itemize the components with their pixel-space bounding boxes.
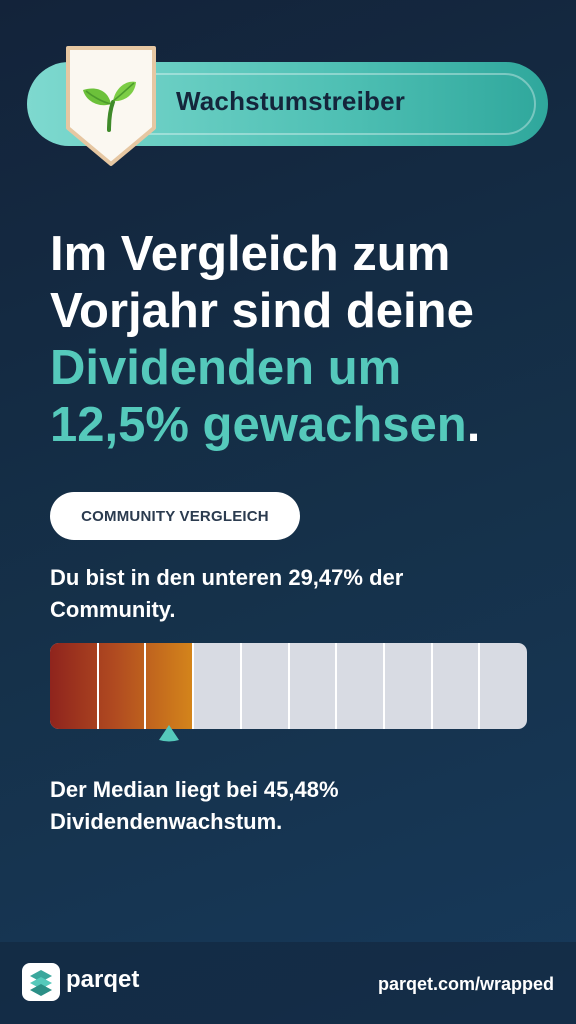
bar-segment-divider: [192, 643, 195, 729]
footer-url-link[interactable]: parqet.com/wrapped: [377, 974, 554, 994]
bar-segment-divider: [478, 643, 481, 729]
headline-period: .: [466, 398, 481, 452]
headline-line-4: 12,5% gewachsen.: [50, 397, 550, 454]
position-marker-icon: [159, 725, 179, 742]
bar-segment-divider: [96, 643, 99, 729]
parqet-logo-icon[interactable]: [22, 963, 60, 1001]
community-comparison-pill: COMMUNITY VERGLEICH: [50, 492, 300, 540]
bar-segment-divider: [335, 643, 338, 729]
sprout-icon: [83, 81, 136, 132]
headline-line-3: Dividenden um: [50, 341, 402, 395]
headline-growth-value: 12,5% gewachsen: [50, 398, 467, 452]
bar-segment-divider: [239, 643, 242, 729]
percentile-bar-fill: [50, 643, 194, 729]
bar-segment-divider: [287, 643, 290, 729]
community-rank-text: Du bist in den unteren 29,47% der Commun…: [50, 565, 404, 622]
bar-segment-divider: [382, 643, 385, 729]
footer: [0, 942, 576, 1024]
bar-segment-divider: [430, 643, 433, 729]
percentile-bar: [50, 643, 527, 729]
badge-title: Wachstumstreiber: [176, 86, 406, 116]
median-text: Der Median liegt bei 45,48% Dividendenwa…: [50, 777, 339, 834]
headline-line-1: Im Vergleich zum: [50, 227, 451, 281]
parqet-logo-text[interactable]: parqet: [66, 966, 140, 993]
headline: Im Vergleich zum Vorjahr sind deine Divi…: [50, 226, 550, 454]
headline-line-2: Vorjahr sind deine: [50, 284, 474, 338]
bar-segment-divider: [144, 643, 147, 729]
